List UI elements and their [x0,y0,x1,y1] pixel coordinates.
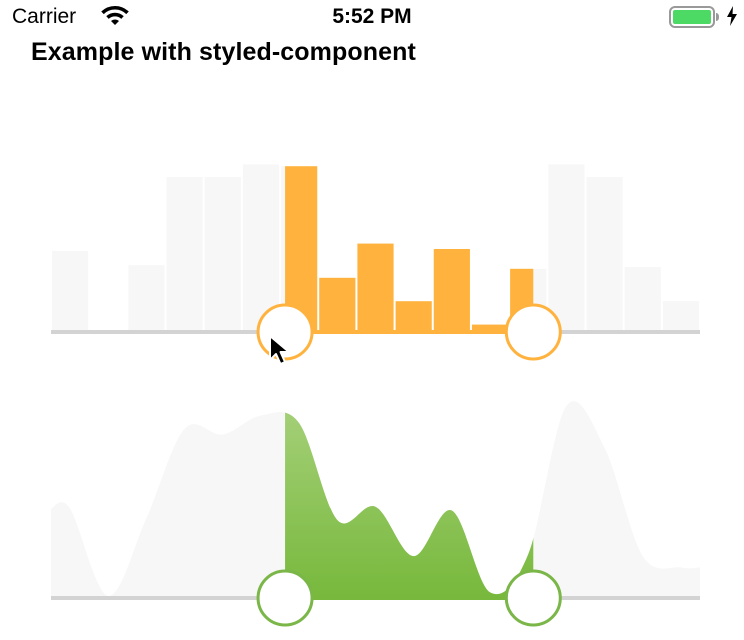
area-chart [51,401,700,627]
histogram-bar [166,177,203,330]
histogram-track-selected [285,330,534,334]
active-bars [285,166,534,330]
histogram-bar-selected [285,166,318,330]
area-min-handle[interactable] [256,569,314,627]
histogram-bar-selected [433,249,470,330]
area-track-selected [285,596,534,600]
charging-bolt-icon [726,6,738,31]
histogram-bar [586,177,623,330]
histogram-max-handle[interactable] [504,303,562,361]
battery-icon [669,6,721,33]
histogram-bar [242,164,280,330]
carrier-label: Carrier [12,5,77,28]
wifi-icon [99,5,131,34]
histogram-chart [51,164,700,361]
histogram-bar [128,265,165,330]
histogram-bar [548,164,585,330]
status-bar: Carrier 5:52 PM [0,0,744,34]
histogram-bar [204,177,241,330]
area-max-handle[interactable] [504,569,562,627]
status-time: 5:52 PM [332,5,412,28]
histogram-bar [624,267,661,330]
page-title: Example with styled-component [31,38,416,66]
active-area [285,412,534,596]
mouse-pointer-icon [268,334,294,373]
histogram-bar [52,250,89,330]
inactive-area [51,401,700,597]
histogram-bar-selected [319,277,356,330]
histogram-bar [662,301,699,330]
histogram-bar-selected [357,243,394,330]
histogram-bar-selected [471,324,509,330]
histogram-bar-selected [395,301,432,330]
